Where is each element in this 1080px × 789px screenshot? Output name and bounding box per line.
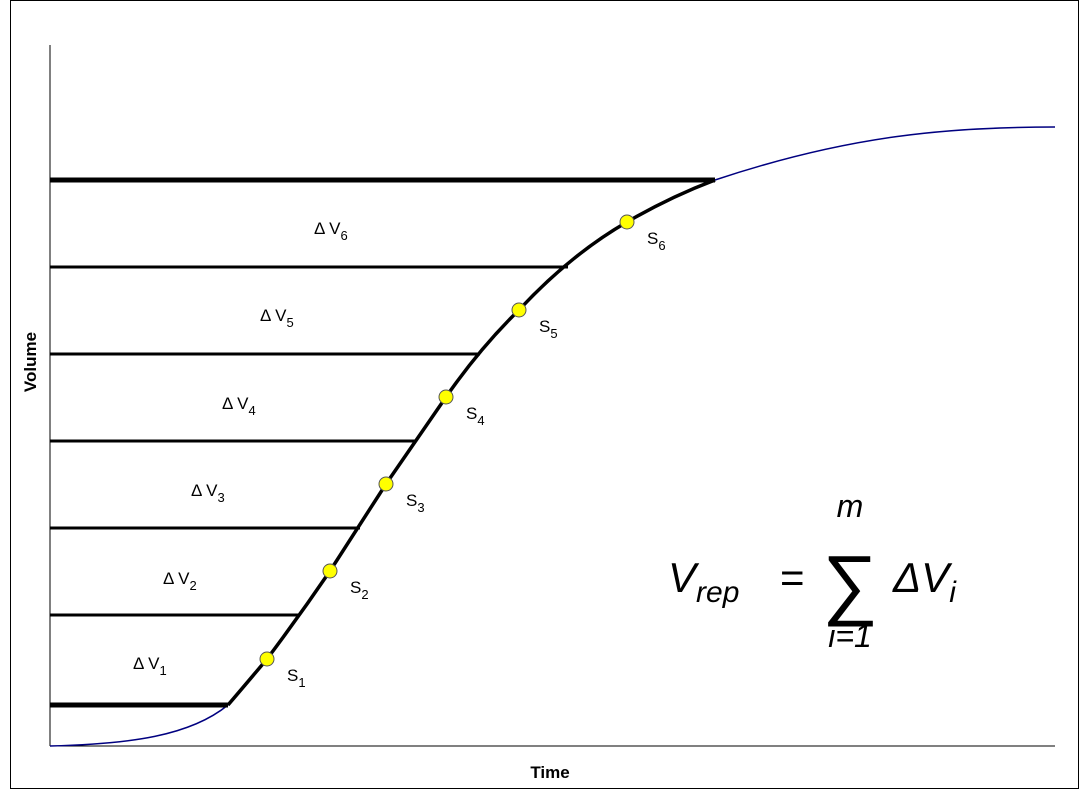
point-index: 2	[361, 587, 368, 602]
point-label: S1	[287, 666, 306, 690]
band-label: Δ V6	[314, 219, 348, 243]
curve-end	[714, 126, 1056, 181]
band-label: Δ V5	[260, 306, 294, 330]
sample-point	[511, 302, 527, 318]
point-label: S4	[466, 404, 485, 428]
band-label: Δ V3	[191, 481, 225, 505]
term-sub: i	[949, 576, 957, 609]
band-labels: Δ V1Δ V2Δ V3Δ V4Δ V5Δ V6	[133, 219, 348, 678]
sample-point	[259, 651, 275, 667]
sample-point	[378, 476, 394, 492]
band-index: 1	[159, 663, 166, 678]
point-index: 6	[658, 238, 665, 253]
formula-upper: m	[837, 488, 864, 524]
point-letter: S	[647, 229, 658, 248]
sample-point	[619, 214, 635, 230]
band-index: 3	[217, 490, 224, 505]
band-symbol: Δ V	[222, 394, 249, 413]
band-label: Δ V1	[133, 654, 167, 678]
point-label: S2	[350, 578, 369, 602]
point-index: 5	[550, 326, 557, 341]
formula-sum: ∑	[822, 539, 878, 627]
point-index: 4	[477, 413, 484, 428]
formula-operator: =	[780, 554, 805, 601]
band-index: 5	[286, 315, 293, 330]
point-label: S5	[539, 317, 558, 341]
band-label: Δ V4	[222, 394, 256, 418]
sample-point	[438, 389, 454, 405]
band-symbol: Δ V	[191, 481, 218, 500]
y-axis-label: Volume	[21, 332, 40, 392]
point-letter: S	[406, 491, 417, 510]
band-symbol: Δ V	[314, 219, 341, 238]
band-symbol: Δ V	[260, 306, 287, 325]
point-letter: S	[350, 578, 361, 597]
formula-lhs: Vrep	[668, 554, 739, 609]
point-letter: S	[287, 666, 298, 685]
point-index: 1	[298, 675, 305, 690]
lhs: V	[668, 554, 700, 601]
frame	[10, 0, 1079, 789]
band-symbol: Δ V	[133, 654, 160, 673]
lhs-sub: rep	[696, 576, 739, 609]
band-lines	[50, 177, 715, 708]
band-index: 6	[340, 228, 347, 243]
formula-term: ΔVi	[892, 554, 957, 609]
point-index: 3	[417, 500, 424, 515]
formula: Vrep = ∑ m i=1 ΔVi	[668, 488, 957, 654]
band-symbol: Δ V	[163, 569, 190, 588]
term: ΔV	[892, 554, 953, 601]
x-axis-label: Time	[530, 763, 569, 782]
formula-lower: i=1	[828, 618, 872, 654]
band-index: 4	[248, 403, 255, 418]
point-label: S6	[647, 229, 666, 253]
curve-start	[49, 704, 229, 747]
sample-point	[322, 563, 338, 579]
point-letter: S	[539, 317, 550, 336]
band-index: 2	[189, 578, 196, 593]
point-letter: S	[466, 404, 477, 423]
point-label: S3	[406, 491, 425, 515]
band-label: Δ V2	[163, 569, 197, 593]
